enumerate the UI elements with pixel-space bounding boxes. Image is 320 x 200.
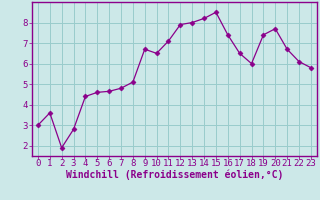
- X-axis label: Windchill (Refroidissement éolien,°C): Windchill (Refroidissement éolien,°C): [66, 169, 283, 180]
